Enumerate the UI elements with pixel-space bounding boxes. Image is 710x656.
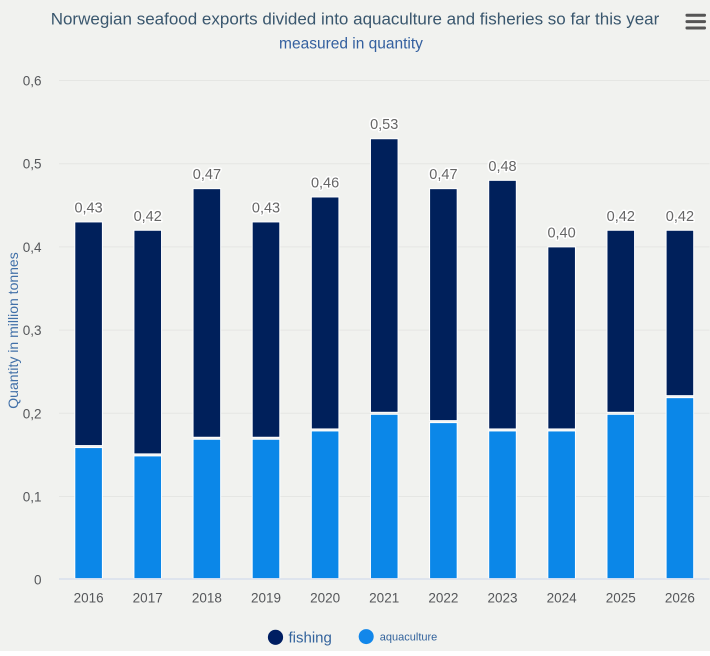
svg-text:0,5: 0,5: [23, 157, 42, 172]
svg-text:2025: 2025: [606, 591, 636, 606]
svg-text:0: 0: [34, 573, 42, 588]
svg-text:0,2: 0,2: [23, 406, 42, 421]
svg-text:2018: 2018: [192, 591, 222, 606]
svg-text:2026: 2026: [665, 591, 695, 606]
svg-text:0,42: 0,42: [666, 209, 694, 225]
svg-text:2022: 2022: [428, 591, 458, 606]
svg-text:Quantity in million tonnes: Quantity in million tonnes: [5, 252, 21, 408]
svg-text:2020: 2020: [310, 591, 340, 606]
svg-text:0,43: 0,43: [74, 200, 102, 216]
svg-text:0,53: 0,53: [370, 117, 398, 133]
svg-text:0,4: 0,4: [23, 240, 42, 255]
svg-text:2024: 2024: [547, 591, 578, 606]
svg-text:aquaculture: aquaculture: [380, 632, 438, 644]
svg-text:Norwegian seafood exports divi: Norwegian seafood exports divided into a…: [51, 10, 660, 29]
svg-text:0,46: 0,46: [311, 176, 339, 192]
svg-text:0,1: 0,1: [23, 490, 42, 505]
svg-text:0,40: 0,40: [547, 225, 575, 241]
svg-text:0,47: 0,47: [193, 167, 221, 183]
svg-text:0,42: 0,42: [134, 209, 162, 225]
svg-text:fishing: fishing: [289, 630, 332, 647]
svg-text:0,6: 0,6: [23, 74, 42, 89]
svg-text:0,42: 0,42: [607, 209, 635, 225]
svg-text:0,43: 0,43: [252, 200, 280, 216]
svg-text:2017: 2017: [133, 591, 163, 606]
svg-text:2021: 2021: [369, 591, 399, 606]
svg-text:0,47: 0,47: [429, 167, 457, 183]
svg-text:2023: 2023: [487, 591, 517, 606]
svg-text:2019: 2019: [251, 591, 281, 606]
svg-text:measured in quantity: measured in quantity: [279, 36, 423, 53]
svg-text:0,3: 0,3: [23, 323, 42, 338]
svg-text:0,48: 0,48: [488, 159, 516, 175]
svg-text:2016: 2016: [74, 591, 104, 606]
